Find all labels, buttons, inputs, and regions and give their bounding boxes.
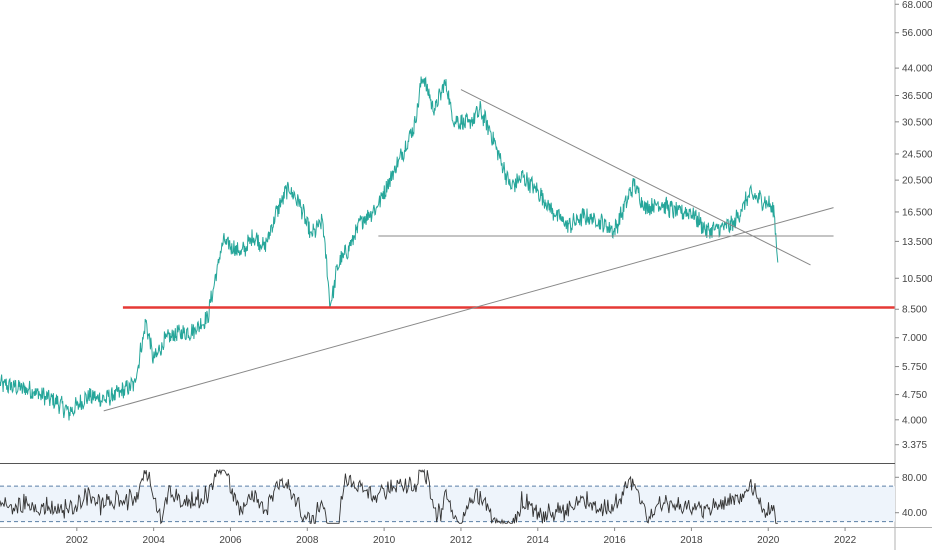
price-tick-label: 30.500: [902, 117, 932, 128]
price-tick-label: 3.375: [902, 440, 927, 451]
time-tick-label: 2012: [450, 535, 473, 546]
price-tick-label: 4.750: [902, 390, 927, 401]
price-tick-label: 7.000: [902, 333, 927, 344]
price-tick-label: 20.500: [902, 176, 932, 187]
trendline-2: [460, 89, 811, 266]
time-tick-label: 2004: [143, 535, 166, 546]
time-tick-label: 2022: [834, 535, 857, 546]
oscillator-tick-label: 40.00: [902, 508, 927, 519]
price-tick-label: 10.500: [902, 274, 932, 285]
time-tick-label: 2002: [66, 535, 89, 546]
time-tick-label: 2014: [527, 535, 550, 546]
time-tick-label: 2006: [219, 535, 242, 546]
price-tick-label: 44.000: [902, 64, 932, 75]
price-tick-label: 13.500: [902, 237, 932, 248]
time-tick-label: 2018: [680, 535, 703, 546]
time-tick-label: 2020: [757, 535, 780, 546]
oscillator-series-line: [0, 468, 778, 525]
trendline-1: [103, 207, 834, 412]
price-tick-label: 16.500: [902, 207, 932, 218]
price-tick-label: 5.750: [902, 362, 927, 373]
price-series-line: [0, 76, 779, 421]
price-tick-label: 4.000: [902, 415, 927, 426]
price-tick-label: 68.000: [902, 0, 932, 11]
time-tick-label: 2008: [296, 535, 319, 546]
price-tick-label: 56.000: [902, 28, 932, 39]
oscillator-tick-label: 80.00: [902, 473, 927, 484]
price-tick-label: 36.500: [902, 91, 932, 102]
time-tick-label: 2010: [373, 535, 396, 546]
price-tick-label: 24.500: [902, 149, 932, 160]
price-tick-label: 8.500: [902, 305, 927, 316]
time-tick-label: 2016: [603, 535, 626, 546]
